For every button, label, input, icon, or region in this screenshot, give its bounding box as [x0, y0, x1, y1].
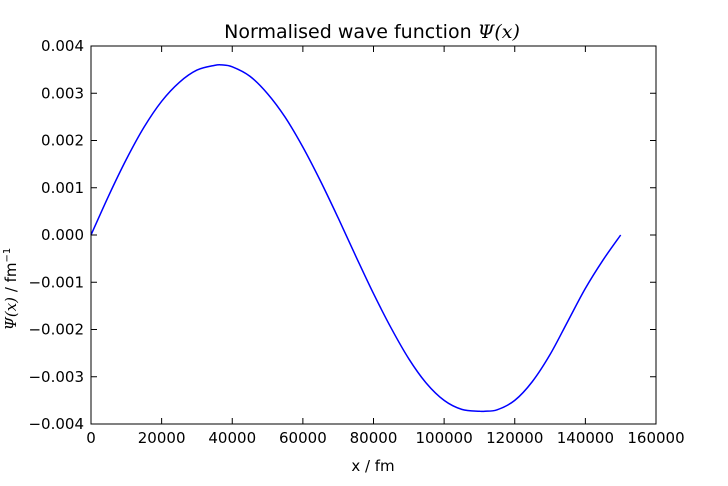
y-tick-label: −0.004	[28, 415, 84, 433]
x-tick-label: 20000	[138, 429, 186, 447]
x-tick-label: 40000	[208, 429, 256, 447]
x-tick-label: 0	[86, 429, 96, 447]
y-axis-label: Ψ(x) / fm−1	[2, 248, 20, 331]
plot-area: 0 20000 40000 60000 80000 100000 120000 140000 1…	[28, 37, 684, 447]
x-tick-label: 140000	[557, 429, 614, 447]
x-tick-label: 100000	[415, 429, 472, 447]
series-line	[90, 63, 622, 413]
y-tick-label: −0.003	[28, 368, 84, 386]
x-tick-label: 80000	[350, 429, 398, 447]
y-tick-label: 0.001	[41, 179, 84, 197]
y-tick-label: 0.004	[41, 37, 84, 55]
chart-title: Normalised wave function Ψ(x)	[224, 21, 520, 43]
x-tick-label: 120000	[486, 429, 543, 447]
y-tick-label: 0.002	[41, 132, 84, 150]
y-tick-label: 0.003	[41, 84, 84, 102]
x-tick-label: 160000	[627, 429, 684, 447]
y-tick-label: −0.002	[28, 321, 84, 339]
y-tick-label: −0.001	[28, 273, 84, 291]
x-tick-label: 60000	[279, 429, 327, 447]
x-axis-label: x / fm	[351, 457, 394, 475]
y-tick-label: 0.000	[41, 226, 84, 244]
